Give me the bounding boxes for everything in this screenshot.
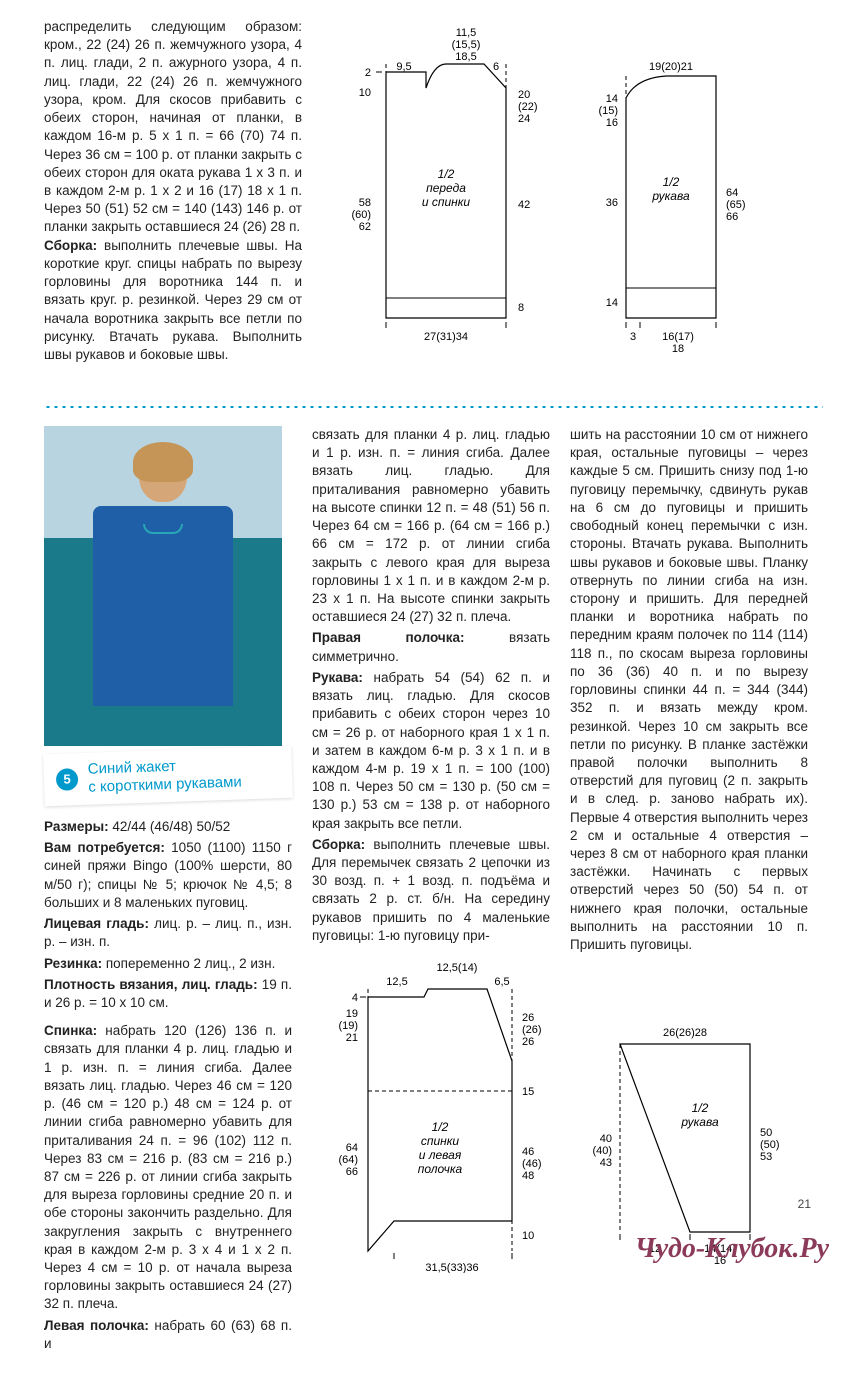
svg-text:16(17): 16(17) <box>662 331 694 343</box>
svg-text:и спинки: и спинки <box>422 195 471 209</box>
svg-text:24: 24 <box>518 113 530 125</box>
top-diagrams: 11,5 (15,5) 18,5 2 9,5 6 10 20 (22) 24 5… <box>326 18 823 388</box>
svg-text:26: 26 <box>522 1012 534 1024</box>
svg-text:3: 3 <box>630 331 636 343</box>
svg-text:43: 43 <box>600 1157 612 1169</box>
svg-text:48: 48 <box>522 1170 534 1182</box>
column-2: связать для планки 4 р. лиц. гладью и 1 … <box>312 426 550 1356</box>
svg-text:14: 14 <box>606 93 618 105</box>
svg-text:(46): (46) <box>522 1158 542 1170</box>
column-3: шить на расстоянии 10 см от нижнего края… <box>570 426 808 1356</box>
svg-text:(15): (15) <box>598 105 618 117</box>
svg-text:12,5(14): 12,5(14) <box>437 962 478 974</box>
column-1: 5 Синий жакетс короткими рукавами Размер… <box>44 426 292 1356</box>
svg-text:19(20)21: 19(20)21 <box>649 61 693 73</box>
sborka-text: выполнить плечевые швы. На короткие круг… <box>44 238 302 362</box>
svg-text:66: 66 <box>346 1166 358 1178</box>
svg-text:(26): (26) <box>522 1024 542 1036</box>
svg-text:26(26)28: 26(26)28 <box>663 1027 707 1039</box>
svg-text:46: 46 <box>522 1146 534 1158</box>
svg-text:19: 19 <box>346 1008 358 1020</box>
sborka-label: Сборка: <box>44 238 97 253</box>
svg-text:(64): (64) <box>338 1154 358 1166</box>
svg-text:27(31)34: 27(31)34 <box>424 331 468 343</box>
svg-text:11,5: 11,5 <box>456 27 477 39</box>
pattern-diagram-1: 11,5 (15,5) 18,5 2 9,5 6 10 20 (22) 24 5… <box>326 18 796 388</box>
svg-text:20: 20 <box>518 89 530 101</box>
svg-text:1/2: 1/2 <box>663 175 680 189</box>
svg-text:64: 64 <box>726 187 738 199</box>
svg-text:53: 53 <box>760 1151 772 1163</box>
svg-text:(60): (60) <box>351 209 371 221</box>
svg-text:64: 64 <box>346 1142 358 1154</box>
svg-text:15: 15 <box>522 1086 534 1098</box>
svg-text:66: 66 <box>726 211 738 223</box>
svg-text:10: 10 <box>522 1230 534 1242</box>
svg-text:58: 58 <box>359 197 371 209</box>
svg-text:1/2: 1/2 <box>438 167 455 181</box>
project-label: 5 Синий жакетс короткими рукавами <box>43 746 293 807</box>
svg-text:рукава: рукава <box>680 1115 719 1129</box>
watermark: Чудо-Клубок.Ру <box>635 1230 829 1268</box>
svg-text:6: 6 <box>493 61 499 73</box>
svg-text:переда: переда <box>426 181 466 195</box>
svg-text:1/2: 1/2 <box>432 1120 449 1134</box>
svg-text:(65): (65) <box>726 199 746 211</box>
svg-text:(22): (22) <box>518 101 538 113</box>
svg-text:спинки: спинки <box>421 1134 460 1148</box>
svg-text:42: 42 <box>518 199 530 211</box>
svg-text:40: 40 <box>600 1133 612 1145</box>
svg-text:21: 21 <box>346 1032 358 1044</box>
svg-text:2: 2 <box>365 67 371 79</box>
pattern-diagram-3: 12,5(14) 12,5 6,5 4 19 (19) 21 26 (26) 2… <box>312 953 562 1273</box>
top-instructions: распределить следующим образом: кром., 2… <box>44 18 302 388</box>
svg-text:12,5: 12,5 <box>386 976 407 988</box>
svg-text:рукава: рукава <box>651 189 690 203</box>
svg-text:31,5(33)36: 31,5(33)36 <box>425 1262 478 1273</box>
svg-text:(50): (50) <box>760 1139 780 1151</box>
svg-text:10: 10 <box>359 87 371 99</box>
svg-text:9,5: 9,5 <box>396 61 411 73</box>
svg-text:6,5: 6,5 <box>494 976 509 988</box>
svg-text:62: 62 <box>359 221 371 233</box>
svg-text:1/2: 1/2 <box>692 1101 709 1115</box>
section-divider <box>44 406 823 408</box>
svg-text:полочка: полочка <box>418 1162 463 1176</box>
svg-text:8: 8 <box>518 302 524 314</box>
svg-text:36: 36 <box>606 197 618 209</box>
svg-text:14: 14 <box>606 297 618 309</box>
svg-text:4: 4 <box>352 992 358 1004</box>
svg-text:и левая: и левая <box>419 1148 462 1162</box>
project-number: 5 <box>56 768 79 791</box>
svg-text:26: 26 <box>522 1036 534 1048</box>
svg-text:16: 16 <box>606 117 618 129</box>
project-title: Синий жакетс короткими рукавами <box>87 755 242 796</box>
model-photo <box>44 426 282 746</box>
main-section: 5 Синий жакетс короткими рукавами Размер… <box>44 426 823 1356</box>
svg-text:50: 50 <box>760 1127 772 1139</box>
top-section: распределить следующим образом: кром., 2… <box>44 18 823 388</box>
svg-text:(19): (19) <box>338 1020 358 1032</box>
svg-text:18,5: 18,5 <box>455 51 476 63</box>
svg-text:18: 18 <box>672 343 684 355</box>
svg-text:(15,5): (15,5) <box>452 39 481 51</box>
page-number: 21 <box>798 1196 811 1212</box>
svg-text:(40): (40) <box>592 1145 612 1157</box>
top-para: распределить следующим образом: кром., 2… <box>44 19 302 234</box>
